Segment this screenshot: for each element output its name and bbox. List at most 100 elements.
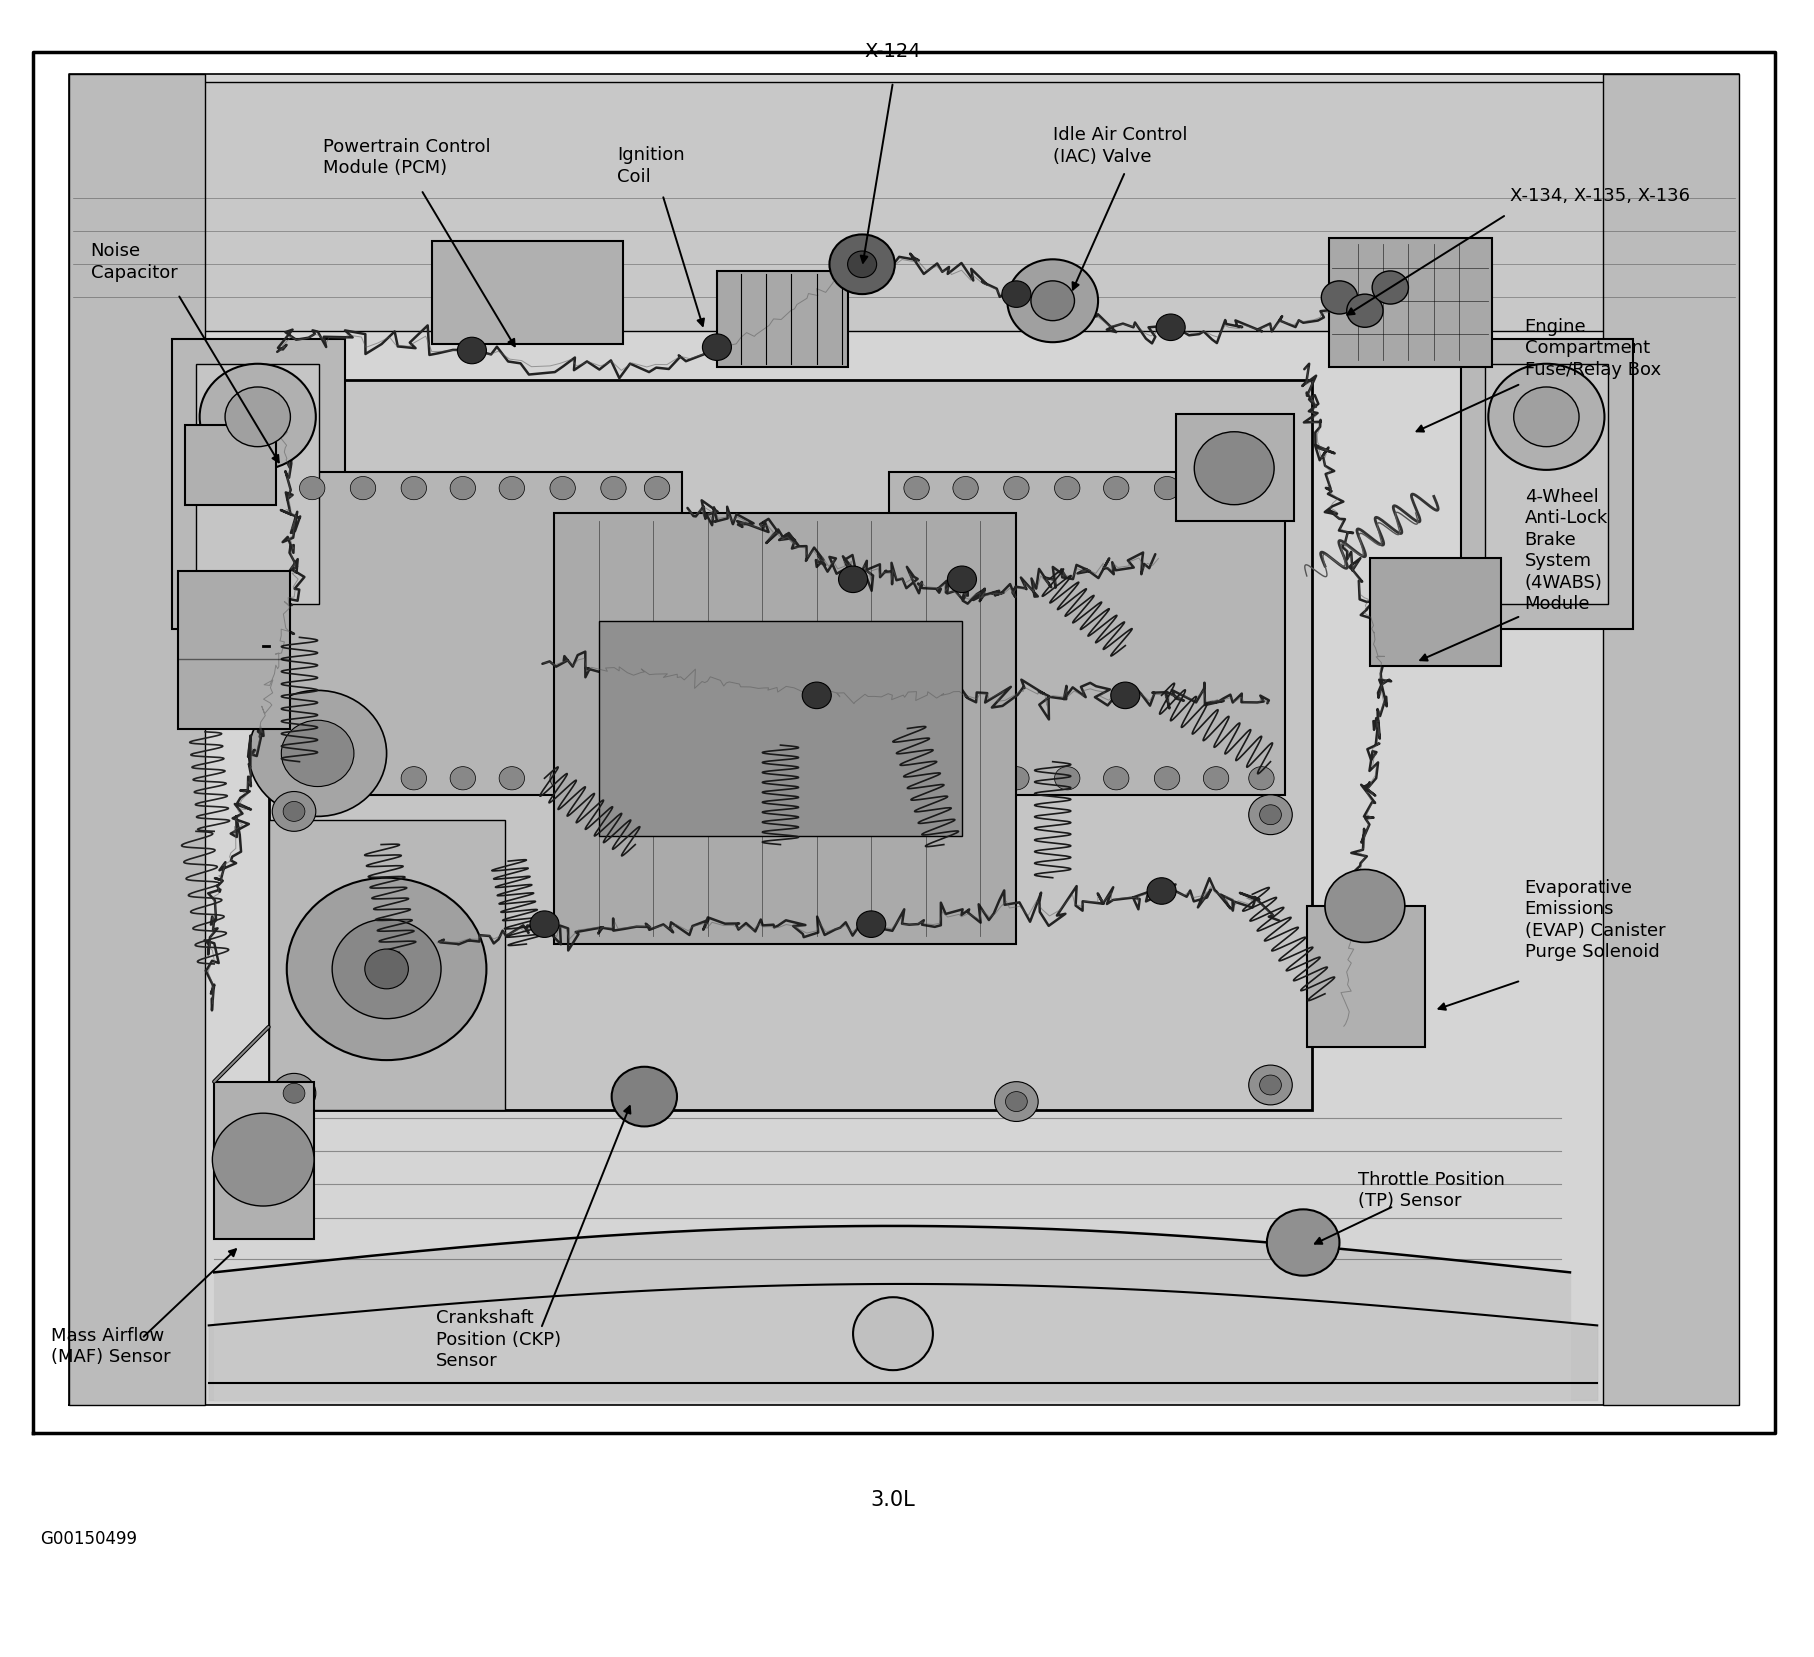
Circle shape [613,1082,657,1122]
Circle shape [829,235,894,295]
Bar [717,272,847,368]
Circle shape [1346,295,1382,328]
Circle shape [281,721,354,787]
Circle shape [550,477,575,500]
Circle shape [1324,870,1404,943]
Text: G00150499: G00150499 [40,1529,136,1546]
Circle shape [1248,477,1273,500]
Circle shape [1513,388,1578,447]
Text: Mass Airflow
(MAF) Sensor: Mass Airflow (MAF) Sensor [51,1326,171,1365]
Text: X-124: X-124 [863,43,922,61]
Circle shape [530,911,559,938]
Circle shape [994,1082,1038,1122]
Circle shape [499,477,524,500]
Circle shape [299,767,325,790]
Circle shape [350,767,375,790]
Circle shape [644,767,669,790]
Circle shape [856,911,885,938]
Circle shape [499,767,524,790]
Circle shape [1248,1065,1292,1105]
Text: Evaporative
Emissions
(EVAP) Canister
Purge Solenoid: Evaporative Emissions (EVAP) Canister Pu… [1524,878,1663,961]
Bar [69,75,205,1405]
Bar [1460,340,1633,630]
Circle shape [272,792,316,832]
Circle shape [1371,272,1408,305]
Circle shape [1146,878,1175,905]
Circle shape [644,477,669,500]
Bar [1484,365,1607,605]
Circle shape [287,878,486,1060]
Circle shape [600,767,626,790]
Circle shape [283,1084,305,1104]
Circle shape [1321,282,1357,315]
Circle shape [1003,477,1029,500]
Bar [599,621,961,837]
Circle shape [1110,683,1139,709]
Circle shape [1203,477,1228,500]
Bar [268,381,1312,1110]
Bar [69,75,1738,1405]
Circle shape [401,767,426,790]
Circle shape [702,335,731,361]
Circle shape [350,477,375,500]
Bar [178,572,290,729]
Circle shape [1103,477,1128,500]
Circle shape [200,365,316,471]
Bar [287,472,682,795]
Circle shape [903,767,929,790]
Circle shape [947,567,976,593]
Bar [889,472,1284,795]
Text: Powertrain Control
Module (PCM): Powertrain Control Module (PCM) [323,138,490,177]
Bar [553,514,1016,944]
Bar [214,1082,314,1239]
Bar [73,83,1734,331]
Text: 3.0L: 3.0L [871,1490,914,1510]
Circle shape [1001,282,1030,308]
Bar [1306,906,1424,1047]
Circle shape [457,338,486,365]
Text: 4-Wheel
Anti-Lock
Brake
System
(4WABS)
Module: 4-Wheel Anti-Lock Brake System (4WABS) M… [1524,487,1607,613]
Text: Idle Air Control
(IAC) Valve: Idle Air Control (IAC) Valve [1052,126,1186,166]
Text: Ignition
Coil: Ignition Coil [617,146,684,186]
Circle shape [1203,767,1228,790]
Circle shape [299,477,325,500]
Bar [196,365,319,605]
Circle shape [1259,1075,1281,1095]
Text: X-134, X-135, X-136: X-134, X-135, X-136 [1509,187,1689,204]
Circle shape [1487,365,1604,471]
Circle shape [1030,282,1074,321]
Circle shape [1103,767,1128,790]
Circle shape [1266,1210,1339,1276]
Circle shape [903,477,929,500]
Circle shape [225,388,290,447]
Circle shape [1054,477,1079,500]
Circle shape [838,567,867,593]
Circle shape [1156,315,1185,341]
Circle shape [1194,432,1273,505]
Bar [1602,75,1738,1405]
Circle shape [1005,1092,1027,1112]
Circle shape [802,683,831,709]
Circle shape [1154,477,1179,500]
Circle shape [1007,260,1097,343]
Circle shape [365,949,408,989]
Bar [432,242,622,345]
Text: Engine
Compartment
Fuse/Relay Box: Engine Compartment Fuse/Relay Box [1524,318,1660,378]
Circle shape [249,691,386,817]
Bar [268,820,504,1110]
Circle shape [401,477,426,500]
Circle shape [600,477,626,500]
Circle shape [450,767,475,790]
Bar [172,340,345,630]
Circle shape [1259,805,1281,825]
Circle shape [952,477,978,500]
Text: Crankshaft
Position (CKP)
Sensor: Crankshaft Position (CKP) Sensor [435,1309,561,1369]
Circle shape [272,1074,316,1114]
Circle shape [450,477,475,500]
Circle shape [1054,767,1079,790]
Circle shape [283,802,305,822]
Circle shape [847,252,876,278]
Circle shape [611,1067,677,1127]
Circle shape [853,1297,932,1370]
Circle shape [550,767,575,790]
